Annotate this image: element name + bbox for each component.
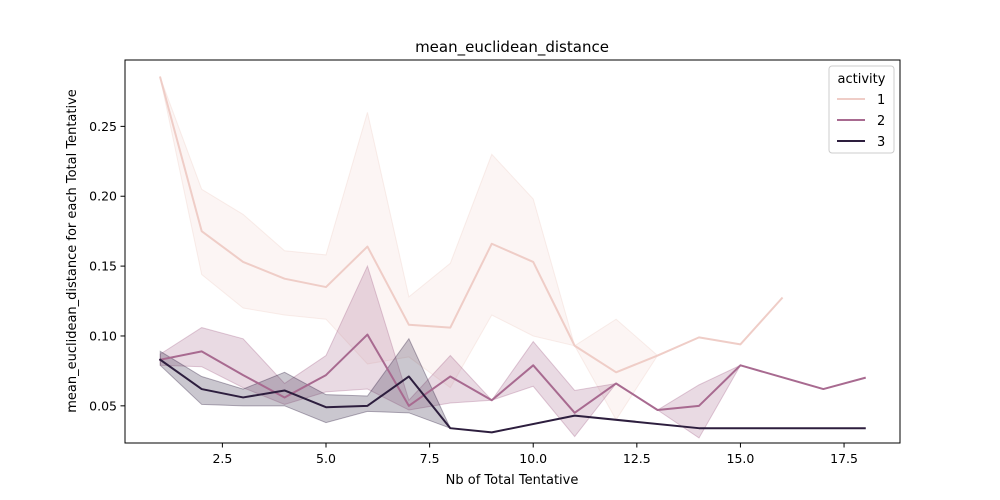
series-2-point — [864, 377, 866, 379]
series-3-point — [864, 427, 866, 429]
x-axis: 2.5 5.0 7.5 10.0 12.5 15.0 17.5 — [212, 443, 858, 466]
series-2-point — [532, 364, 534, 366]
series-3-point — [242, 396, 244, 398]
legend-label-1: 1 — [877, 93, 885, 108]
series-1-point — [781, 297, 783, 299]
series-2-point — [242, 374, 244, 376]
series-2-point — [739, 364, 741, 366]
series-3-point — [449, 427, 451, 429]
series-2-point — [408, 405, 410, 407]
series-1-point — [615, 371, 617, 373]
legend-label-3: 3 — [877, 135, 885, 150]
legend: activity 1 2 3 — [828, 65, 895, 154]
series-2-line — [159, 333, 866, 414]
chart-title: mean_euclidean_distance — [415, 38, 609, 57]
series-3-point — [366, 405, 368, 407]
x-tick-label: 10.0 — [519, 451, 547, 466]
series-1-point — [200, 230, 202, 232]
legend-title: activity — [838, 72, 886, 87]
x-tick-label: 12.5 — [623, 451, 651, 466]
y-tick-label: 0.25 — [89, 119, 117, 134]
x-axis-label: Nb of Total Tentative — [446, 473, 579, 488]
series-1-point — [366, 245, 368, 247]
x-tick-label: 7.5 — [420, 451, 440, 466]
series-2-point — [573, 412, 575, 414]
y-axis-label: mean_euclidean_distance for each Total T… — [65, 89, 80, 413]
x-tick-label: 2.5 — [212, 451, 232, 466]
series-2-point — [325, 374, 327, 376]
series-2-point — [698, 405, 700, 407]
y-tick-label: 0.15 — [89, 259, 117, 274]
series-1-point — [449, 326, 451, 328]
series-1-point — [283, 277, 285, 279]
series-1-point — [532, 261, 534, 263]
y-tick-label: 0.05 — [89, 398, 117, 413]
series-2-point — [449, 375, 451, 377]
series-3-point — [200, 388, 202, 390]
series-3-point — [408, 375, 410, 377]
x-tick-label: 15.0 — [727, 451, 755, 466]
series-2-point — [200, 350, 202, 352]
series-2-point — [615, 382, 617, 384]
series-1-point — [159, 76, 161, 78]
y-axis: 0.05 0.10 0.15 0.20 0.25 — [89, 119, 125, 413]
series-1-line — [159, 76, 784, 374]
series-1-point — [408, 324, 410, 326]
series-3-point — [491, 431, 493, 433]
series-2-point — [822, 388, 824, 390]
series-2-point — [491, 399, 493, 401]
series-3-line — [158, 358, 866, 434]
axes-frame — [124, 59, 901, 444]
x-tick-label: 5.0 — [316, 451, 336, 466]
series-3-point — [325, 406, 327, 408]
series-2-point — [283, 396, 285, 398]
legend-box — [828, 65, 895, 154]
series-1-point — [242, 261, 244, 263]
series-3-point — [739, 427, 741, 429]
x-tick-label: 17.5 — [830, 451, 858, 466]
series-1-point — [491, 243, 493, 245]
series-1-point — [739, 343, 741, 345]
series-1-point — [325, 286, 327, 288]
y-tick-label: 0.20 — [89, 189, 117, 204]
series-1-point — [573, 345, 575, 347]
series-1-point — [656, 354, 658, 356]
y-tick-label: 0.10 — [89, 328, 117, 343]
series-2-point — [366, 333, 368, 335]
series-3-point — [573, 414, 575, 416]
series-1-point — [698, 336, 700, 338]
series-3-point — [159, 359, 161, 361]
legend-label-2: 2 — [877, 114, 885, 129]
plot-area — [158, 76, 866, 439]
series-3-point — [698, 427, 700, 429]
series-3-point — [283, 389, 285, 391]
series-2-point — [656, 409, 658, 411]
legend-entries: 1 2 3 — [837, 93, 885, 150]
